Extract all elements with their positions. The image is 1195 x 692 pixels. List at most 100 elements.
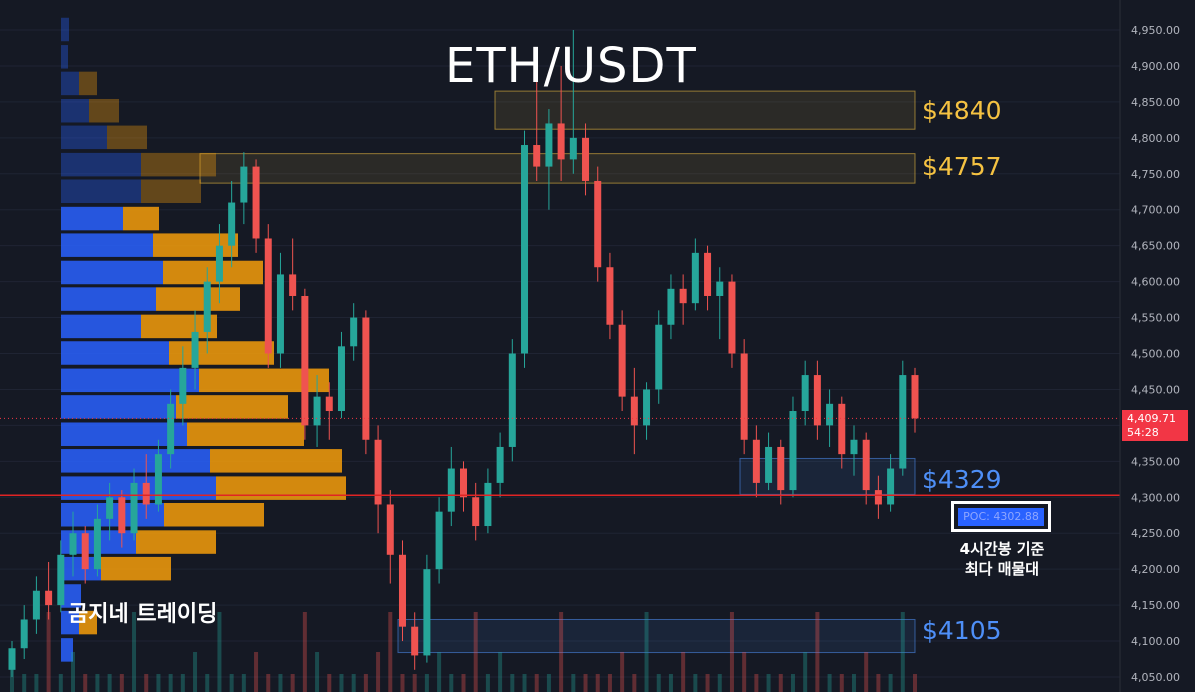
candle-body (325, 396, 333, 412)
volume-bar (729, 612, 734, 692)
volume-profile-bar-sell (107, 125, 147, 150)
volume-profile-bar-sell (176, 395, 288, 419)
level-label-4757: $4757 (922, 152, 1002, 181)
volume-bar (461, 674, 466, 692)
volume-bar (376, 652, 381, 692)
volume-bar (571, 674, 576, 692)
volume-bar (193, 652, 198, 692)
volume-profile-bar-sell (136, 530, 216, 554)
y-tick-label: 4,050.00 (1131, 671, 1180, 684)
volume-profile-bar-sell (153, 233, 238, 257)
poc-label-box: POC: 4302.88 (951, 501, 1051, 532)
candle-body (69, 533, 77, 555)
volume-bar (839, 674, 844, 692)
volume-profile-bar-sell (199, 368, 329, 393)
candle-body (801, 375, 809, 412)
volume-bar (778, 674, 783, 692)
candle-body (911, 375, 919, 419)
volume-profile-bar-buy (61, 314, 141, 339)
volume-bar (424, 674, 429, 692)
volume-bar (34, 674, 39, 692)
poc-note-line2: 최다 매물대 (964, 560, 1040, 578)
volume-bar (437, 652, 442, 692)
volume-profile-bar-sell (141, 179, 201, 203)
candle-body (789, 411, 797, 491)
volume-bar (388, 612, 393, 692)
volume-bar (22, 674, 27, 692)
volume-bar (522, 674, 527, 692)
volume-profile-bar-buy (61, 125, 107, 150)
y-tick-label: 4,900.00 (1131, 60, 1180, 73)
candle-body (106, 497, 114, 519)
volume-bar (351, 674, 356, 692)
candle-body (813, 375, 821, 426)
volume-bar (168, 674, 173, 692)
candle-body (398, 554, 406, 627)
level-zone (494, 90, 916, 130)
volume-bar (644, 612, 649, 692)
volume-profile-bar-buy (61, 71, 79, 96)
volume-bar (327, 674, 332, 692)
candle-body (154, 454, 162, 505)
candle-body (630, 396, 638, 426)
volume-profile-bar-buy (61, 45, 68, 69)
brand-watermark: 곰지네 트레이딩 (68, 602, 218, 627)
volume-profile-bar-buy (61, 584, 81, 608)
y-tick-label: 4,650.00 (1131, 240, 1180, 253)
volume-profile-bar-sell (79, 610, 97, 635)
volume-bar (742, 652, 747, 692)
candle-body (545, 123, 553, 167)
candle-body (594, 180, 602, 268)
volume-profile-bar-sell (163, 260, 263, 285)
candle-body (374, 439, 382, 505)
candle-body (313, 396, 321, 426)
volume-bar (95, 674, 100, 692)
volume-bar (485, 674, 490, 692)
candle-body (191, 331, 199, 368)
y-tick-label: 4,850.00 (1131, 96, 1180, 109)
level-label-4329: $4329 (922, 465, 1002, 494)
candle-body (411, 626, 419, 656)
y-tick-label: 4,150.00 (1131, 599, 1180, 612)
candle-body (643, 389, 651, 426)
volume-bar (290, 674, 295, 692)
volume-profile-bar-sell (164, 503, 264, 527)
volume-profile-bar-buy (61, 233, 153, 257)
y-tick-label: 4,100.00 (1131, 635, 1180, 648)
level-label-4840: $4840 (922, 96, 1002, 125)
candle-body (228, 202, 236, 246)
volume-bar (827, 674, 832, 692)
volume-profile-bar-sell (101, 556, 171, 581)
candle-body (130, 482, 138, 534)
current-price-value: 4,409.71 (1127, 412, 1176, 425)
candle-body (118, 497, 126, 534)
candle-body (899, 375, 907, 469)
candle-body (240, 166, 248, 203)
candle-body (496, 446, 504, 483)
candle-body (215, 245, 223, 282)
volume-bar (668, 674, 673, 692)
volume-bar (229, 674, 234, 692)
current-price-tag: 4,409.71 54:28 (1122, 410, 1188, 441)
volume-bar (559, 612, 564, 692)
candle-body (655, 324, 663, 390)
volume-bar (107, 674, 112, 692)
candle-body (167, 403, 175, 455)
candle-body (276, 274, 284, 354)
poc-note-line1: 4시간봉 기준 (959, 540, 1045, 558)
volume-profile-bar-sell (210, 449, 342, 473)
candle-body (728, 281, 736, 354)
candle-body (691, 252, 699, 304)
candle-body (362, 317, 370, 440)
volume-bar (900, 612, 905, 692)
volume-bar (681, 652, 686, 692)
volume-bar (656, 674, 661, 692)
volume-bar (534, 674, 539, 692)
volume-profile-bar-buy (61, 287, 156, 311)
candle-body (350, 317, 358, 347)
y-tick-label: 4,200.00 (1131, 563, 1180, 576)
y-tick-label: 4,300.00 (1131, 491, 1180, 504)
y-tick-label: 4,750.00 (1131, 168, 1180, 181)
